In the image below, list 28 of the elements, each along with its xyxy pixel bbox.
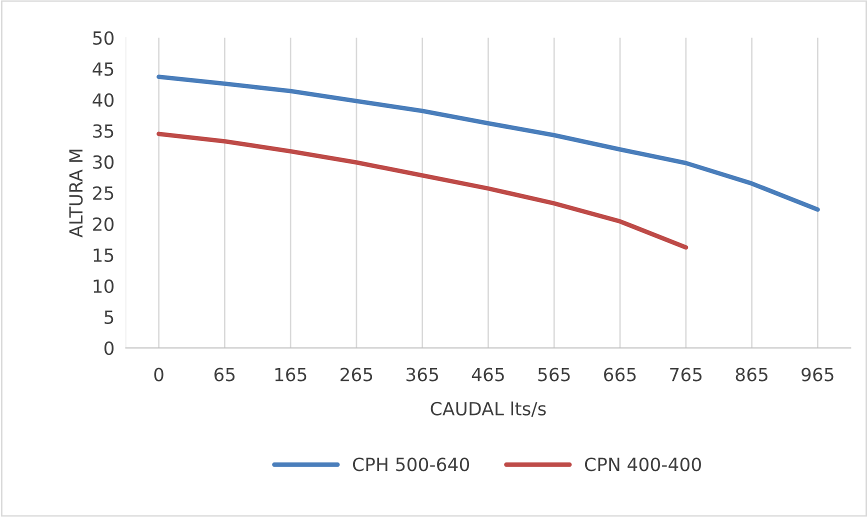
y-tick-label: 35 (93, 124, 114, 138)
y-tick-label: 50 (93, 31, 114, 45)
x-tick-label: 465 (472, 368, 504, 382)
y-tick-label: 15 (94, 248, 114, 262)
x-tick-label: 965 (802, 368, 834, 382)
x-tick-label: 365 (406, 368, 438, 382)
x-tick-label: 165 (275, 368, 306, 382)
y-tick-label: 0 (104, 341, 114, 356)
y-tick-label: 5 (104, 310, 114, 324)
legend-label: CPH 500-640 (352, 458, 470, 472)
x-tick-label: 65 (214, 368, 235, 382)
y-tick-label: 25 (93, 186, 114, 200)
x-tick-label: 865 (736, 368, 768, 382)
x-tick-label: 665 (604, 368, 636, 382)
x-tick-label: 265 (340, 368, 372, 382)
y-tick-label: 20 (93, 217, 114, 231)
y-tick-label: 40 (92, 93, 114, 107)
x-tick-label: 765 (670, 368, 702, 382)
y-axis-title: ALTURA M (69, 150, 83, 238)
legend-label: CPN 400-400 (584, 458, 701, 472)
x-axis-title: CAUDAL lts/s (430, 402, 546, 417)
y-tick-label: 30 (93, 155, 114, 169)
y-tick-label: 10 (94, 279, 114, 294)
line-series (156, 132, 688, 250)
y-tick-label: 45 (92, 62, 114, 76)
line-series (156, 74, 820, 212)
x-tick-label: 0 (154, 368, 164, 382)
x-tick-label: 565 (538, 368, 570, 382)
